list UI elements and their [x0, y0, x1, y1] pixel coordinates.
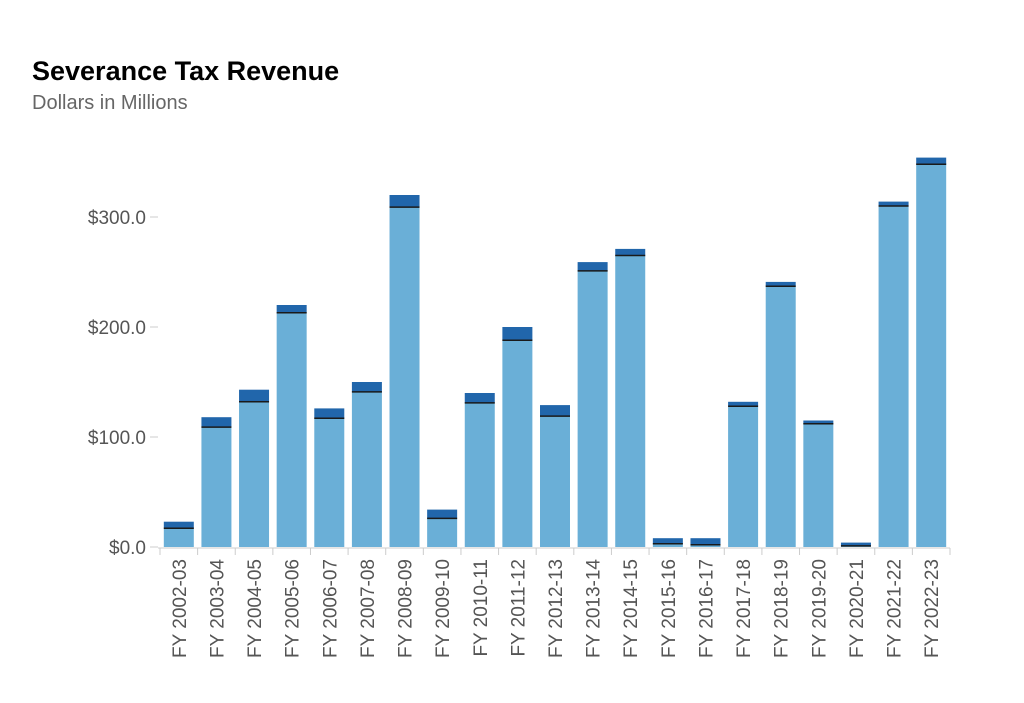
- bar-base: [163, 528, 194, 547]
- bar-base: [765, 286, 796, 547]
- bar-base: [728, 406, 759, 547]
- bar-top: [878, 201, 909, 206]
- bar-base: [916, 164, 947, 547]
- bar-top: [239, 389, 270, 402]
- bar-base: [389, 207, 420, 547]
- bar-base: [615, 255, 646, 547]
- x-tick-label: FY 2015-16: [659, 559, 680, 658]
- y-tick-label: $0.0: [109, 538, 146, 559]
- bar-top: [314, 408, 345, 419]
- bar-base: [540, 416, 570, 547]
- x-tick-label: FY 2013-14: [584, 559, 605, 658]
- bar-top: [464, 393, 495, 403]
- chart-subtitle: Dollars in Millions: [32, 92, 188, 114]
- bar-base: [464, 402, 495, 547]
- x-tick-label: FY 2005-06: [283, 559, 304, 658]
- x-tick-label: FY 2016-17: [696, 559, 717, 658]
- x-tick-label: FY 2009-10: [433, 559, 454, 658]
- bar-top: [389, 195, 420, 208]
- x-tick-label: FY 2014-15: [621, 559, 642, 658]
- x-tick-label: FY 2017-18: [734, 559, 755, 658]
- bar-base: [803, 423, 834, 547]
- bar-base: [878, 206, 909, 547]
- y-axis: $0.0 $100.0 $200.0 $300.0: [88, 208, 158, 559]
- x-tick-label: FY 2012-13: [546, 559, 567, 658]
- x-tick-label: FY 2020-21: [847, 559, 868, 658]
- bar-top: [577, 262, 608, 271]
- bar-top: [502, 327, 533, 341]
- chart-title: Severance Tax Revenue: [32, 56, 340, 86]
- x-tick-label: FY 2007-08: [358, 559, 379, 658]
- bar-base: [502, 340, 533, 547]
- bar-base: [201, 427, 232, 547]
- bar-base: [427, 518, 458, 547]
- bar-base: [690, 544, 721, 547]
- bar-top: [652, 538, 683, 544]
- y-tick-label: $200.0: [88, 318, 146, 339]
- bar-top: [803, 420, 834, 424]
- x-tick-label: FY 2022-23: [922, 559, 943, 658]
- bar-base: [239, 401, 270, 547]
- bar-top: [201, 417, 232, 428]
- bar-top: [615, 248, 646, 256]
- bar-top: [163, 521, 194, 529]
- x-tick-label: FY 2019-20: [809, 559, 830, 658]
- bar-base: [652, 543, 683, 547]
- bar-top: [427, 509, 458, 519]
- bar-top: [276, 305, 307, 313]
- bar-top: [765, 281, 796, 287]
- bar-top: [690, 538, 721, 545]
- x-tick-label: FY 2021-22: [885, 559, 906, 658]
- x-axis: FY 2002-03 FY 2003-04 FY 2004-05 FY 2005-06…: [158, 547, 951, 658]
- bar-top: [840, 542, 871, 546]
- x-tick-label: FY 2018-19: [772, 559, 793, 658]
- bar-base: [276, 312, 307, 547]
- bar-top: [540, 405, 570, 417]
- bar-top: [351, 382, 382, 392]
- x-tick-label: FY 2004-05: [245, 559, 266, 658]
- x-tick-label: FY 2002-03: [170, 559, 191, 658]
- x-tick-label: FY 2008-09: [396, 559, 417, 658]
- y-tick-label: $100.0: [88, 428, 146, 449]
- bar-top: [916, 157, 947, 165]
- bar-base: [314, 418, 345, 547]
- bar-top: [728, 401, 759, 407]
- bar-base: [351, 391, 382, 547]
- x-tick-label: FY 2010-11: [471, 559, 492, 657]
- y-tick-label: $300.0: [88, 208, 146, 229]
- x-tick-label: FY 2003-04: [207, 559, 228, 658]
- x-tick-label: FY 2011-12: [508, 559, 529, 657]
- bar-base: [577, 270, 608, 547]
- x-tick-label: FY 2006-07: [320, 559, 341, 658]
- bars: [163, 157, 947, 547]
